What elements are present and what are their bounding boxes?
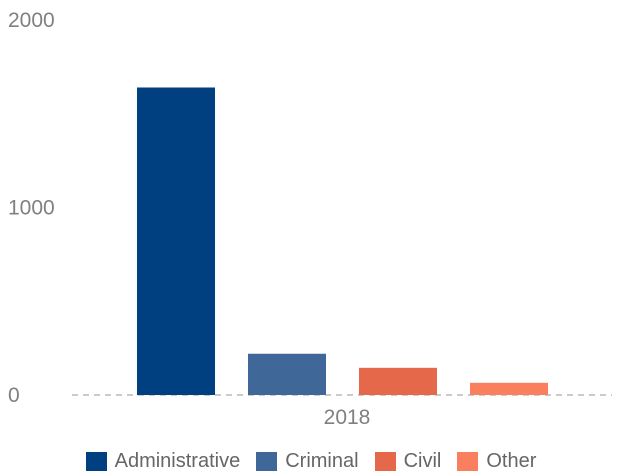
legend-label-civil: Civil: [403, 449, 442, 472]
legend-item-criminal[interactable]: Criminal: [256, 449, 359, 473]
y-tick-label-1000: 1000: [8, 197, 55, 220]
legend: Administrative Criminal Civil Other: [0, 448, 622, 474]
legend-label-other: Other: [486, 449, 537, 472]
bar-civil[interactable]: [359, 367, 437, 395]
legend-item-other[interactable]: Other: [457, 450, 536, 473]
legend-item-civil[interactable]: Civil: [374, 449, 442, 473]
bar-other[interactable]: [470, 382, 548, 395]
legend-swatch-other: [457, 451, 479, 471]
legend-swatch-criminal: [256, 451, 278, 471]
y-tick-label-2000: 2000: [8, 9, 55, 32]
bar-chart: 0 1000 2000 2018: [8, 9, 612, 429]
legend-label-criminal: Criminal: [285, 449, 359, 472]
bar-criminal[interactable]: [248, 353, 326, 395]
category-label-2018: 2018: [324, 406, 371, 429]
legend-swatch-civil: [374, 451, 396, 471]
legend-label-administrative: Administrative: [114, 449, 241, 472]
y-tick-label-0: 0: [8, 384, 20, 407]
legend-item-administrative[interactable]: Administrative: [85, 449, 241, 473]
bar-administrative[interactable]: [137, 87, 215, 396]
legend-swatch-administrative: [85, 451, 107, 471]
